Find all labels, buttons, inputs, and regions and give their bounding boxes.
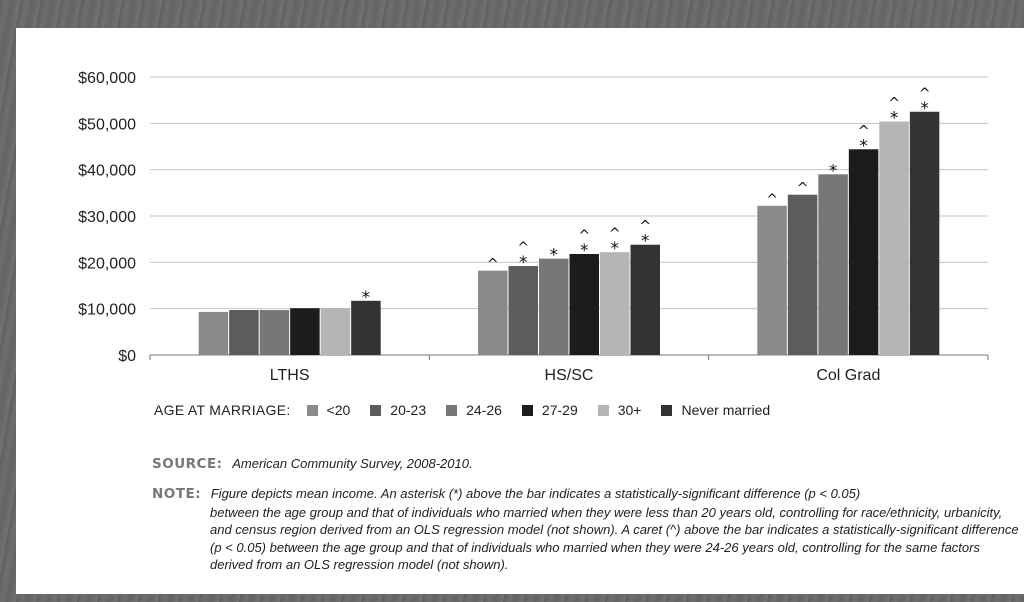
asterisk-marker: * <box>829 161 838 181</box>
caret-marker: ^ <box>517 240 529 256</box>
asterisk-marker: * <box>890 108 899 128</box>
legend-item: 27-29 <box>521 402 578 418</box>
x-tick-label: Col Grad <box>816 367 880 384</box>
y-tick-label: $40,000 <box>78 163 136 180</box>
legend-item: 30+ <box>597 402 642 418</box>
asterisk-marker: * <box>611 239 620 259</box>
bar <box>909 111 940 355</box>
y-tick-label: $10,000 <box>78 302 136 319</box>
bar <box>478 270 508 355</box>
chart-legend: AGE AT MARRIAGE: <20 20-23 24-26 27-29 30+ Ne… <box>154 400 790 420</box>
legend-label: 20-23 <box>390 402 427 418</box>
asterisk-marker: * <box>580 241 589 261</box>
bar-chart: $0 $10,000 $20,000 $30,000 $40,000 $50,000 $60… <box>78 70 989 384</box>
caret-marker: ^ <box>766 192 778 208</box>
note-label: NOTE: <box>152 486 202 502</box>
bar <box>848 149 879 355</box>
bar <box>290 308 320 355</box>
caret-marker: ^ <box>609 226 621 242</box>
source-label: SOURCE: <box>152 456 223 472</box>
bar <box>600 252 630 355</box>
source-line: SOURCE: American Community Survey, 2008-… <box>152 456 473 472</box>
legend-label: <20 <box>326 402 351 418</box>
figure-panel: $0 $10,000 $20,000 $30,000 $40,000 $50,000 $60… <box>16 28 1024 594</box>
y-tick-label: $30,000 <box>78 209 136 226</box>
note-text-line1: Figure depicts mean income. An asterisk … <box>210 486 861 501</box>
bar <box>229 310 259 355</box>
legend-label: 30+ <box>617 402 642 418</box>
bar <box>818 174 848 355</box>
bar <box>787 194 818 355</box>
caret-marker: ^ <box>858 123 870 139</box>
caret-marker: ^ <box>919 86 931 102</box>
bar <box>508 266 538 355</box>
source-text: American Community Survey, 2008-2010. <box>232 456 473 471</box>
caret-marker: ^ <box>888 95 900 111</box>
legend-label: Never married <box>681 402 771 418</box>
legend-item: Never married <box>661 402 770 418</box>
bar <box>198 311 229 355</box>
caret-marker: ^ <box>578 228 590 244</box>
legend-item: 24-26 <box>446 402 502 418</box>
bar <box>351 300 381 355</box>
caret-marker: ^ <box>797 181 809 197</box>
y-tick-label: $0 <box>118 348 136 365</box>
bar <box>879 121 909 355</box>
y-tick-label: $50,000 <box>78 116 136 133</box>
x-tick-label: LTHS <box>270 367 310 384</box>
legend-label: 24-26 <box>466 402 502 418</box>
bar <box>259 310 290 355</box>
note-block: NOTE: Figure depicts mean income. An ast… <box>152 485 1020 574</box>
caret-marker: ^ <box>639 219 651 235</box>
asterisk-marker: * <box>641 232 650 252</box>
legend-swatch <box>597 404 609 416</box>
note-text-rest: between the age group and that of indivi… <box>210 504 1019 573</box>
legend-swatch <box>370 404 382 416</box>
asterisk-marker: * <box>362 288 371 308</box>
caret-marker: ^ <box>487 257 499 273</box>
asterisk-marker: * <box>859 136 868 156</box>
bar <box>569 253 599 355</box>
legend-title: AGE AT MARRIAGE: <box>154 402 291 418</box>
legend-swatch <box>446 404 458 416</box>
bar <box>630 244 660 355</box>
legend-swatch <box>306 404 318 416</box>
legend-swatch <box>521 404 533 416</box>
y-tick-label: $20,000 <box>78 255 136 272</box>
asterisk-marker: * <box>550 246 559 266</box>
y-tick-label: $60,000 <box>78 70 136 87</box>
x-tick-label: HS/SC <box>545 367 594 384</box>
asterisk-marker: * <box>519 253 528 273</box>
legend-swatch <box>661 404 673 416</box>
bar <box>539 258 569 355</box>
bar <box>320 308 351 355</box>
legend-label: 27-29 <box>541 402 578 418</box>
asterisk-marker: * <box>920 99 929 119</box>
bar <box>757 205 787 355</box>
legend-item: <20 <box>306 402 351 418</box>
legend-item: 20-23 <box>370 402 426 418</box>
